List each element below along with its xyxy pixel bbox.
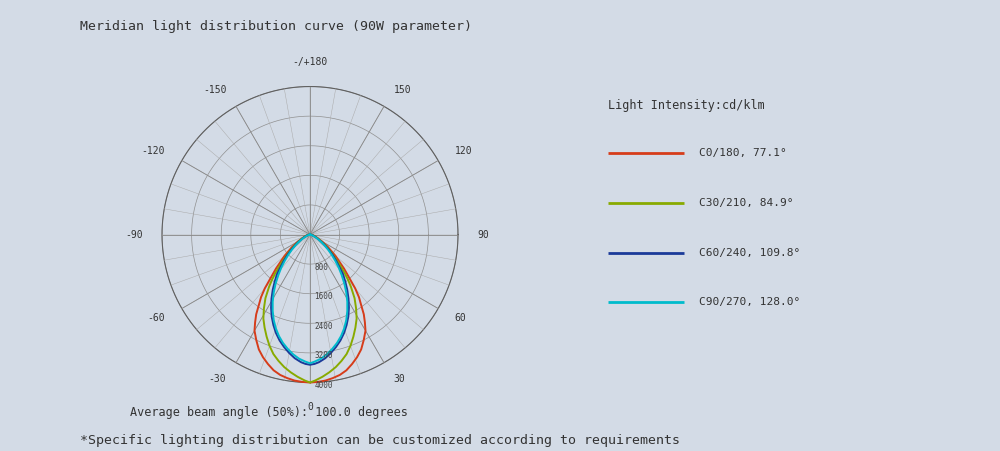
Text: -60: -60: [148, 313, 165, 323]
Text: -90: -90: [125, 230, 143, 239]
Text: 30: 30: [394, 374, 405, 384]
Text: 800: 800: [314, 262, 328, 272]
Text: 90: 90: [477, 230, 489, 239]
Text: C60/240, 109.8°: C60/240, 109.8°: [699, 248, 800, 258]
Text: 3200: 3200: [314, 351, 333, 360]
Text: C30/210, 84.9°: C30/210, 84.9°: [699, 198, 793, 208]
Text: Light Intensity:cd/klm: Light Intensity:cd/klm: [608, 99, 764, 112]
Text: -120: -120: [142, 146, 165, 156]
Text: 150: 150: [394, 85, 411, 95]
Text: C0/180, 77.1°: C0/180, 77.1°: [699, 148, 787, 158]
Text: *Specific lighting distribution can be customized according to requirements: *Specific lighting distribution can be c…: [80, 434, 680, 447]
Text: 1600: 1600: [314, 292, 333, 301]
Text: C90/270, 128.0°: C90/270, 128.0°: [699, 297, 800, 307]
Text: 120: 120: [455, 146, 472, 156]
Text: Average beam angle (50%): 100.0 degrees: Average beam angle (50%): 100.0 degrees: [130, 406, 408, 419]
Text: -/+180: -/+180: [292, 57, 328, 67]
Text: 60: 60: [455, 313, 467, 323]
Text: -30: -30: [209, 374, 226, 384]
Text: 0: 0: [307, 402, 313, 412]
Text: -150: -150: [203, 85, 226, 95]
Text: Meridian light distribution curve (90W parameter): Meridian light distribution curve (90W p…: [80, 20, 472, 33]
Text: 4000: 4000: [314, 381, 333, 390]
Text: 2400: 2400: [314, 322, 333, 331]
